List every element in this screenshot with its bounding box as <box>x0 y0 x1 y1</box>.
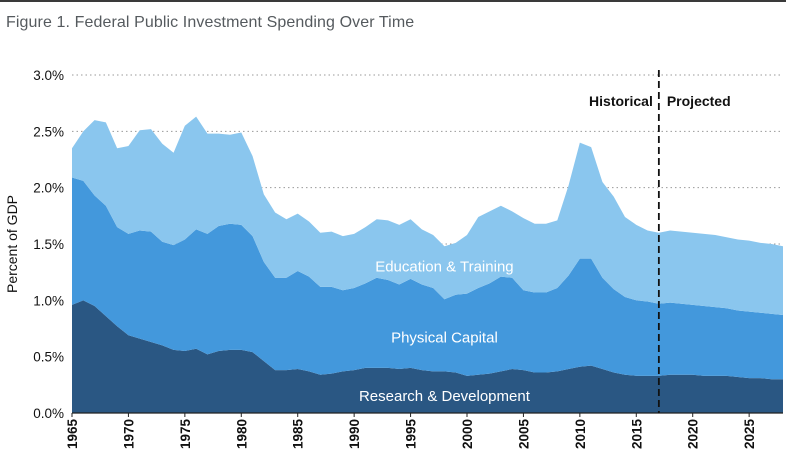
figure-title: Figure 1. Federal Public Investment Spen… <box>6 14 415 31</box>
top-rule <box>0 0 786 2</box>
y-axis-label: Percent of GDP <box>4 195 20 293</box>
series-labels: Research & Development Physical Capital Ed… <box>359 259 531 406</box>
x-tick-label: 1970 <box>121 419 136 449</box>
x-tick-label: 2025 <box>742 419 757 450</box>
y-tick-label: 0.5% <box>33 350 64 365</box>
x-tick-label: 2000 <box>460 419 475 449</box>
x-tick-label: 2020 <box>686 419 701 449</box>
y-tick-label: 3.0% <box>33 68 64 83</box>
projected-label: Projected <box>667 93 731 109</box>
series-label: Physical Capital <box>391 330 498 347</box>
area-physical-capital <box>72 177 783 380</box>
x-tick-label: 2005 <box>516 419 531 450</box>
x-tick-label: 1980 <box>234 419 249 449</box>
x-tick-label: 1965 <box>65 419 80 450</box>
stacked-areas <box>72 116 783 413</box>
series-label: Research & Development <box>359 388 531 405</box>
area-education-training <box>72 116 783 315</box>
y-tick-label: 2.0% <box>33 181 64 196</box>
y-tick-label: 1.0% <box>33 293 64 308</box>
series-label: Education & Training <box>375 259 513 276</box>
x-axis-ticks: 1965 1970 1975 1980 1985 1990 1995 2000 2005 2010… <box>65 413 757 449</box>
y-tick-label: 1.5% <box>33 237 64 252</box>
x-tick-label: 1975 <box>178 419 193 450</box>
y-tick-label: 0.0% <box>33 406 64 421</box>
x-tick-label: 1990 <box>347 419 362 449</box>
x-tick-label: 1995 <box>404 419 419 450</box>
historical-label: Historical <box>589 93 653 109</box>
x-tick-label: 2010 <box>573 419 588 449</box>
y-axis-ticks: 0.0% 0.5% 1.0% 1.5% 2.0% 2.5% 3.0% <box>33 68 64 421</box>
area-research-development <box>72 300 783 413</box>
x-tick-label: 1985 <box>291 419 306 450</box>
y-tick-label: 2.5% <box>33 124 64 139</box>
x-tick-label: 2015 <box>629 419 644 450</box>
